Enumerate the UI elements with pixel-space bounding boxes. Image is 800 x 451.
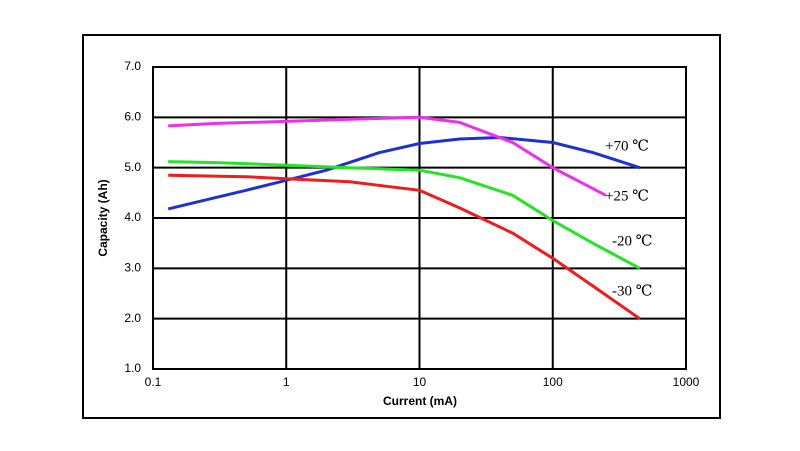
- x-tick-label: 100: [543, 375, 563, 389]
- series-label: +25 ℃: [605, 188, 649, 204]
- x-tick-label: 10: [413, 375, 427, 389]
- x-axis-title: Current (mA): [383, 394, 457, 408]
- y-tick-label: 5.0: [124, 160, 141, 174]
- series-label: -30 ℃: [612, 283, 653, 299]
- outer-frame: [82, 34, 721, 419]
- y-tick-label: 6.0: [124, 110, 141, 124]
- series-line: [168, 173, 641, 320]
- y-tick-label: 1.0: [124, 361, 141, 375]
- x-tick-label: 0.1: [145, 375, 162, 389]
- x-tick-label: 1: [283, 375, 290, 389]
- series-line: [168, 160, 641, 270]
- y-tick-label: 4.0: [124, 210, 141, 224]
- plot-frame: [152, 66, 687, 370]
- series-line: [167, 135, 641, 211]
- y-axis-title: Capacity (Ah): [96, 179, 110, 256]
- series-label: -20 ℃: [612, 233, 653, 249]
- x-tick-label: 1000: [673, 375, 700, 389]
- series-line: [168, 115, 607, 197]
- y-tick-label: 3.0: [124, 261, 141, 275]
- y-tick-label: 7.0: [124, 59, 141, 73]
- series-label: +70 ℃: [605, 138, 649, 154]
- y-tick-label: 2.0: [124, 311, 141, 325]
